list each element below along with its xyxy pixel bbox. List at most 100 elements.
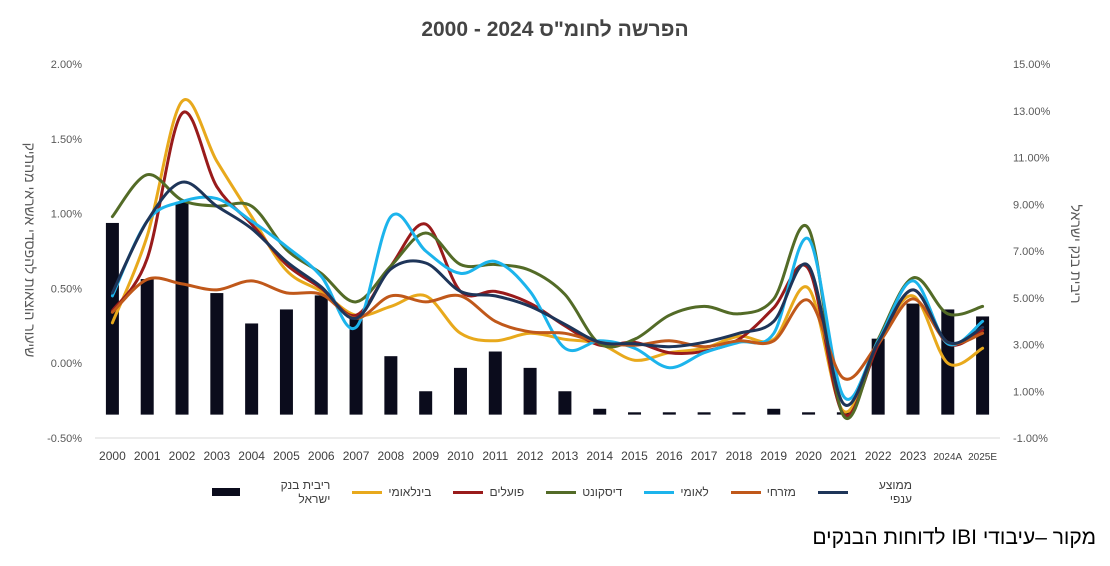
legend-item: לאומי — [644, 478, 709, 506]
legend-item: בינלאומי — [352, 478, 431, 506]
left-tick-label: 1.50% — [51, 134, 82, 146]
series-line-2 — [110, 110, 985, 418]
bar-2010 — [453, 367, 467, 415]
bar-2013 — [558, 391, 572, 415]
left-axis-label: שיעור הוצאות להפסדי אשראי מהתיק — [22, 142, 38, 358]
legend-swatch — [817, 490, 848, 494]
series-line-4 — [110, 195, 985, 401]
bar-2019 — [767, 408, 781, 415]
left-tick-label: -0.50% — [47, 433, 82, 445]
legend-swatch — [453, 490, 484, 494]
right-tick-label: 7.00% — [1013, 246, 1044, 258]
bar-2003 — [210, 293, 224, 415]
right-axis-label: ריבית בנק ישראל — [1068, 204, 1084, 304]
chart-legend: ריבית בנק ישראל בינלאומי פועלים דיסקונט לאומ… — [212, 478, 912, 506]
right-tick-label: 3.00% — [1013, 340, 1044, 352]
right-tick-label: 11.00% — [1013, 153, 1050, 165]
right-tick-label: 9.00% — [1013, 199, 1044, 211]
bar-2015 — [628, 412, 642, 415]
x-tick-label: 2001 — [134, 449, 161, 463]
series-line-3 — [110, 173, 985, 420]
legend-swatch — [546, 490, 577, 494]
legend-item: ממוצע ענפי — [817, 478, 912, 506]
left-tick-label: 0.50% — [51, 283, 82, 295]
bar-2020 — [802, 412, 816, 415]
bar-2007 — [349, 318, 363, 415]
bar-2009 — [419, 391, 433, 415]
x-tick-label: 2023 — [900, 449, 927, 463]
x-tick-label: 2014 — [586, 449, 613, 463]
x-tick-label: 2025E — [968, 452, 997, 463]
chart-title: הפרשה לחומ"ס 2024 - 2000 — [421, 18, 689, 41]
x-tick-label: 2010 — [447, 449, 474, 463]
right-tick-label: -1.00% — [1013, 433, 1048, 445]
right-tick-label: 1.00% — [1013, 386, 1044, 398]
series-line-6 — [110, 180, 985, 407]
legend-item: ריבית בנק ישראל — [212, 478, 330, 506]
legend-swatch — [730, 490, 761, 494]
series-line-5 — [110, 276, 985, 381]
source-note: מקור –עיבודי IBI לדוחות הבנקים — [812, 526, 1096, 549]
right-tick-label: 15.00% — [1013, 59, 1051, 71]
legend-swatch — [352, 490, 383, 494]
x-tick-label: 2007 — [343, 449, 370, 463]
x-tick-label: 2022 — [865, 449, 892, 463]
x-tick-label: 2005 — [273, 449, 300, 463]
x-tick-label: 2024A — [933, 452, 962, 463]
x-tick-label: 2003 — [203, 449, 230, 463]
x-tick-label: 2015 — [621, 449, 648, 463]
bar-2012 — [523, 367, 537, 415]
x-tick-label: 2006 — [308, 449, 335, 463]
bar-2008 — [384, 356, 398, 415]
bar-2000 — [105, 222, 119, 415]
lines-layer — [110, 98, 985, 420]
bar-2025E — [976, 316, 990, 415]
x-tick-label: 2020 — [795, 449, 822, 463]
bar-2014 — [593, 408, 607, 415]
x-tick-label: 2009 — [412, 449, 439, 463]
x-tick-label: 2013 — [552, 449, 579, 463]
legend-label: ממוצע ענפי — [878, 478, 912, 506]
x-tick-label: 2017 — [691, 449, 718, 463]
left-tick-label: 0.00% — [51, 358, 82, 370]
legend-label: בינלאומי — [388, 485, 432, 499]
right-tick-label: 13.00% — [1013, 106, 1051, 118]
legend-item: דיסקונט — [546, 478, 622, 506]
legend-swatch — [644, 490, 675, 494]
x-tick-label: 2002 — [169, 449, 196, 463]
bars-layer — [105, 201, 990, 415]
left-tick-label: 2.00% — [51, 59, 82, 71]
x-tick-label: 2004 — [238, 449, 265, 463]
x-tick-label: 2000 — [99, 449, 126, 463]
bar-2006 — [314, 295, 328, 415]
bar-2016 — [662, 412, 676, 415]
legend-item: מזרחי — [730, 478, 796, 506]
x-tick-label: 2012 — [517, 449, 544, 463]
bar-2022 — [871, 338, 885, 415]
legend-label: לאומי — [680, 485, 709, 499]
axis-layer: -0.50% 0.00% 0.50% 1.00% 1.50% 2.00% -1.00% 1.0… — [47, 59, 1050, 463]
series-line-1 — [110, 98, 985, 414]
x-tick-label: 2021 — [830, 449, 857, 463]
legend-label: מזרחי — [766, 485, 796, 499]
bar-2002 — [175, 201, 189, 415]
x-tick-label: 2008 — [378, 449, 405, 463]
bar-2011 — [488, 351, 502, 415]
x-tick-label: 2018 — [726, 449, 753, 463]
right-tick-label: 5.00% — [1013, 293, 1044, 305]
bar-2001 — [140, 279, 154, 415]
x-tick-label: 2011 — [482, 449, 508, 463]
bar-2023 — [906, 303, 920, 415]
bar-2017 — [697, 412, 711, 415]
legend-swatch — [212, 488, 240, 496]
left-tick-label: 1.00% — [51, 209, 82, 221]
legend-item: פועלים — [453, 478, 524, 506]
legend-label: ריבית בנק ישראל — [280, 478, 331, 506]
legend-label: דיסקונט — [582, 485, 623, 499]
bar-2018 — [732, 412, 746, 415]
x-tick-label: 2019 — [760, 449, 787, 463]
bar-2004 — [245, 323, 259, 415]
legend-label: פועלים — [489, 485, 525, 499]
x-tick-label: 2016 — [656, 449, 683, 463]
